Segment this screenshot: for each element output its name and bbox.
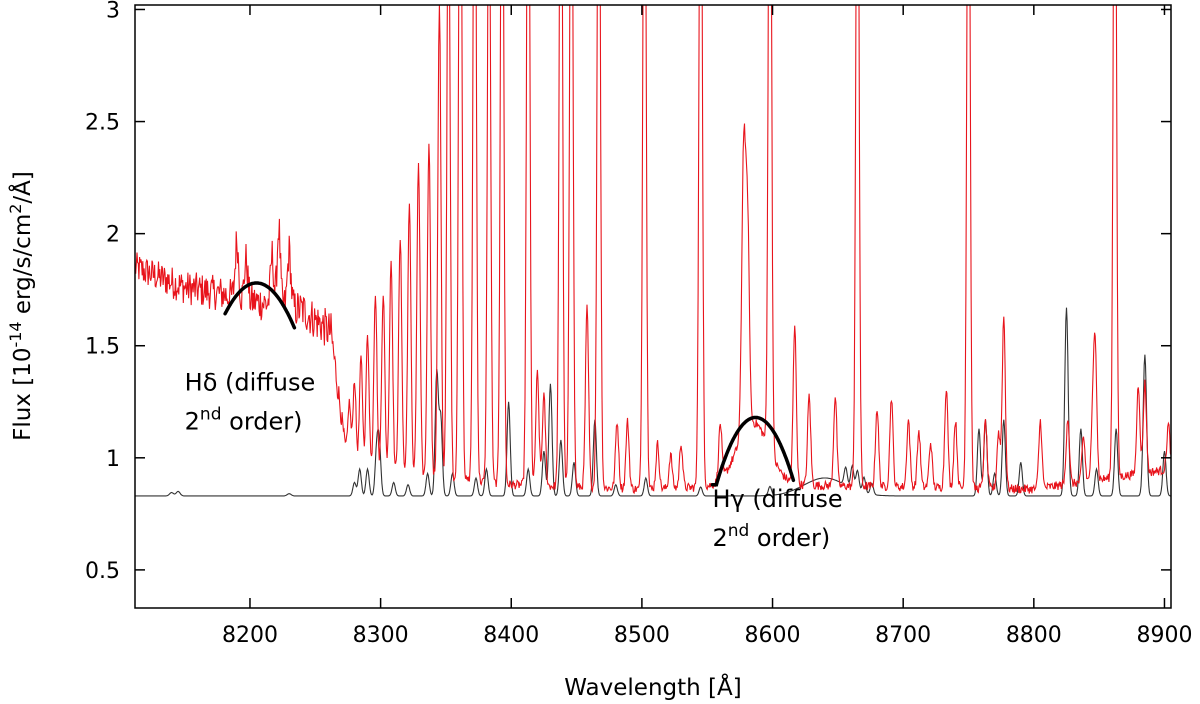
y-axis-title-pre: Flux [10 bbox=[10, 348, 36, 441]
annotation-hd-line1: Hδ (diffuse bbox=[185, 369, 316, 397]
series-model bbox=[135, 307, 1171, 497]
x-tick-label: 8800 bbox=[1006, 623, 1062, 648]
fit-arc-0 bbox=[223, 281, 297, 330]
annotation-hd-line2: 2nd order) bbox=[185, 405, 303, 436]
annotation-hg-line1: Hγ (diffuse bbox=[712, 485, 842, 513]
x-axis-title: Wavelength [Å] bbox=[564, 673, 741, 701]
annotation-hg-line2: 2nd order) bbox=[712, 521, 830, 552]
annotation-layer: Hδ (diffuse 2nd order) Hγ (diffuse 2nd orde… bbox=[185, 369, 843, 553]
bump-layer bbox=[223, 281, 796, 487]
x-tick-label: 8200 bbox=[222, 623, 278, 648]
tick-layer: 8200 8300 8400 8500 8600 8700 8800 8900 0.5 1 1.5 2… bbox=[85, 0, 1192, 648]
y-tick-label: 2.5 bbox=[85, 111, 120, 136]
fit-arc-1 bbox=[710, 415, 796, 487]
x-tick-label: 8600 bbox=[745, 623, 801, 648]
x-tick-label: 8300 bbox=[353, 623, 409, 648]
y-axis-title: Flux [10-14 erg/s/cm2/Å] bbox=[6, 171, 36, 441]
y-axis-title-post: /Å] bbox=[8, 171, 36, 203]
y-tick-label: 0.5 bbox=[85, 559, 120, 584]
x-tick-label: 8900 bbox=[1136, 623, 1192, 648]
plot-frame bbox=[134, 4, 1172, 609]
series-observed bbox=[135, 5, 1171, 495]
y-tick-label: 1 bbox=[106, 447, 120, 472]
x-tick-label: 8500 bbox=[614, 623, 670, 648]
x-tick-label: 8400 bbox=[483, 623, 539, 648]
y-tick-label: 2 bbox=[106, 223, 120, 248]
y-axis-title-exp1: -14 bbox=[6, 321, 25, 347]
y-axis-title-mid: erg/s/cm bbox=[10, 214, 36, 322]
series-layer bbox=[135, 5, 1171, 497]
y-tick-label: 3 bbox=[106, 0, 120, 23]
y-tick-label: 1.5 bbox=[85, 335, 120, 360]
y-axis-title-exp2: 2 bbox=[6, 204, 25, 214]
x-tick-label: 8700 bbox=[875, 623, 931, 648]
